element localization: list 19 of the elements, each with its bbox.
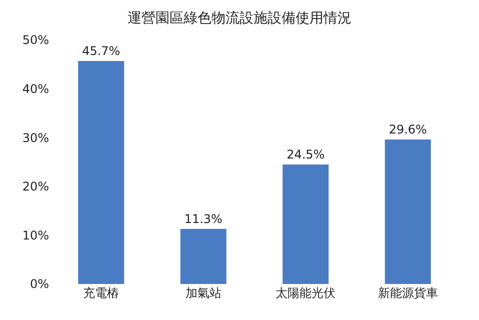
x-tick-label: 太陽能光伏 (276, 286, 336, 300)
y-tick-label: 50% (22, 33, 49, 48)
x-tick-label: 充電樁 (83, 286, 120, 300)
data-label: 24.5% (286, 147, 325, 162)
data-label: 11.3% (184, 212, 222, 226)
bar (78, 60, 124, 284)
bar (180, 228, 226, 284)
x-tick-label: 新能源貨車 (378, 286, 438, 300)
x-tick-label: 加氣站 (185, 286, 222, 300)
y-tick-label: 20% (22, 180, 49, 194)
data-label: 45.7% (82, 44, 120, 58)
y-tick-label: 10% (22, 228, 49, 242)
data-label: 29.6% (388, 122, 427, 137)
y-tick-label: 30% (22, 130, 49, 145)
bar (384, 140, 431, 284)
y-tick-label: 0% (30, 277, 49, 292)
chart-title: 運營園區綠色物流設施設備使用情況 (128, 10, 352, 27)
bar (282, 164, 329, 284)
y-tick-label: 40% (22, 82, 49, 96)
